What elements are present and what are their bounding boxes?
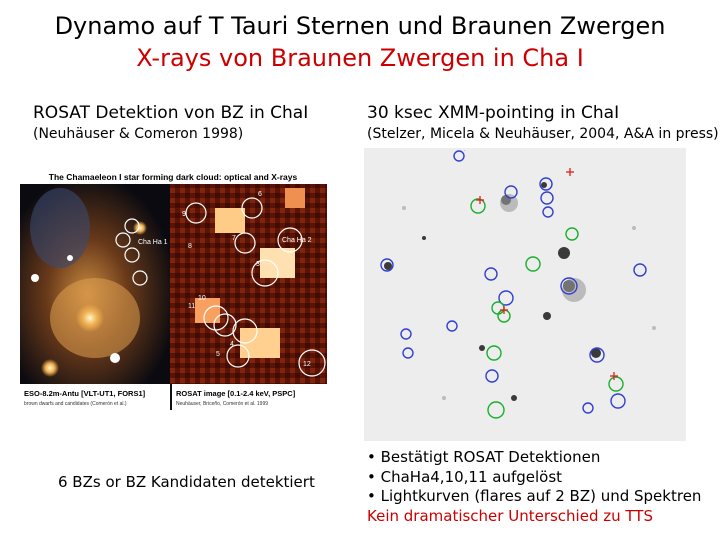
left-reference: (Neuhäuser & Comeron 1998)	[33, 126, 244, 142]
caption-xray: ROSAT image [0.1-2.4 keV, PSPC]	[176, 389, 296, 398]
label-10: 10	[198, 295, 206, 302]
label-11: 11	[188, 303, 195, 310]
slide-subtitle: X-rays von Braunen Zwergen in Cha I	[136, 44, 584, 72]
label-7: 7	[232, 235, 236, 242]
label-3: 3	[256, 261, 260, 268]
finding-item: • Lightkurven (flares auf 2 BZ) und Spek…	[367, 487, 702, 505]
caption-optical: ESO-8.2m-Antu [VLT-UT1, FORS1]	[24, 389, 146, 398]
label-4: 4	[230, 341, 234, 348]
label-cha-ha1: Cha Ha 1	[138, 239, 168, 246]
xmm-field-image: ·	[364, 148, 686, 441]
xmm-figure: ·	[364, 148, 686, 441]
label-6: 6	[258, 191, 262, 198]
rosat-figure: The Chamaeleon I star forming dark cloud…	[20, 168, 327, 410]
findings-list: • Bestätigt ROSAT Detektionen • ChaHa4,1…	[367, 448, 701, 526]
caption-xray-sub: Neuhäuser, Briceño, Comerón et al. 1999	[176, 401, 268, 407]
finding-item: • ChaHa4,10,11 aufgelöst	[367, 467, 563, 486]
finding-item: • Bestätigt ROSAT Detektionen	[367, 448, 601, 466]
left-note: 6 BZs or BZ Kandidaten detektiert	[58, 473, 315, 491]
svg-text:·: ·	[464, 148, 466, 154]
label-5: 5	[216, 351, 220, 358]
label-8: 8	[188, 243, 192, 250]
caption-optical-sub: brown dwarfs and candidates (Comerón et …	[24, 401, 127, 407]
right-heading: 30 ksec XMM-pointing in ChaI	[367, 103, 620, 123]
rosat-composite-image: The Chamaeleon I star forming dark cloud…	[20, 168, 327, 410]
conclusion-text: Kein dramatischer Unterschied zu TTS	[367, 506, 653, 525]
label-12: 12	[303, 361, 311, 368]
label-9: 9	[182, 211, 186, 218]
right-reference: (Stelzer, Micela & Neuhäuser, 2004, A&A …	[367, 126, 719, 142]
figure-banner: The Chamaeleon I star forming dark cloud…	[49, 172, 298, 182]
left-heading: ROSAT Detektion von BZ in ChaI	[33, 103, 309, 123]
label-cha-ha2: Cha Ha 2	[282, 237, 312, 244]
slide-title: Dynamo auf T Tauri Sternen und Braunen Z…	[54, 12, 666, 40]
